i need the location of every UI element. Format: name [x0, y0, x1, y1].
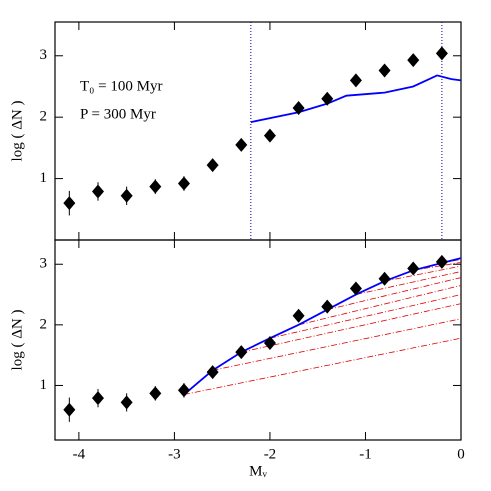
model-track [355, 271, 462, 295]
data-point [206, 158, 219, 173]
model-track [298, 285, 462, 326]
y-tick-label: 3 [40, 47, 48, 63]
data-point [263, 336, 276, 351]
data-point [292, 100, 305, 115]
data-point [149, 386, 162, 401]
data-point [177, 383, 190, 398]
data-point [91, 184, 104, 199]
plot-frame [54, 239, 462, 441]
data-point [120, 188, 133, 203]
data-point [321, 299, 334, 314]
x-axis-label: Mᵥ [249, 463, 267, 479]
y-axis-label: log ( ΔN ) [9, 310, 25, 371]
data-point [149, 179, 162, 194]
data-point [435, 254, 448, 269]
plot-frame [54, 21, 462, 241]
model-line [250, 74, 462, 123]
data-point [292, 308, 305, 323]
model-track [212, 318, 462, 371]
data-point [177, 176, 190, 191]
x-tick-label: 0 [457, 446, 465, 462]
data-point [91, 391, 104, 406]
model-track [183, 337, 462, 395]
y-tick-label: 2 [40, 109, 48, 125]
data-point [120, 395, 133, 410]
y-tick-label: 1 [40, 377, 48, 393]
data-point [321, 91, 334, 106]
x-tick-label: -2 [264, 446, 277, 462]
model-track [327, 277, 462, 311]
y-tick-label: 2 [40, 316, 48, 332]
data-point [407, 53, 420, 68]
x-tick-label: -4 [73, 446, 86, 462]
data-point [263, 128, 276, 143]
data-point [206, 365, 219, 380]
data-point [435, 46, 448, 61]
data-point [63, 402, 76, 417]
x-tick-label: -1 [359, 446, 372, 462]
y-tick-label: 3 [40, 256, 48, 272]
data-point [63, 196, 76, 211]
model-track [241, 303, 462, 353]
model-track [384, 265, 462, 282]
annotation: P = 300 Myr [80, 106, 156, 122]
model-line [183, 257, 462, 396]
data-point [378, 63, 391, 78]
data-point [235, 137, 248, 152]
data-point [235, 345, 248, 360]
data-point [407, 261, 420, 276]
y-tick-label: 1 [40, 170, 48, 186]
data-point [378, 271, 391, 286]
data-point [349, 281, 362, 296]
data-point [349, 73, 362, 88]
x-tick-label: -3 [168, 446, 181, 462]
annotation: T₀ = 100 Myr [80, 78, 162, 94]
y-axis-label: log ( ΔN ) [9, 101, 25, 162]
